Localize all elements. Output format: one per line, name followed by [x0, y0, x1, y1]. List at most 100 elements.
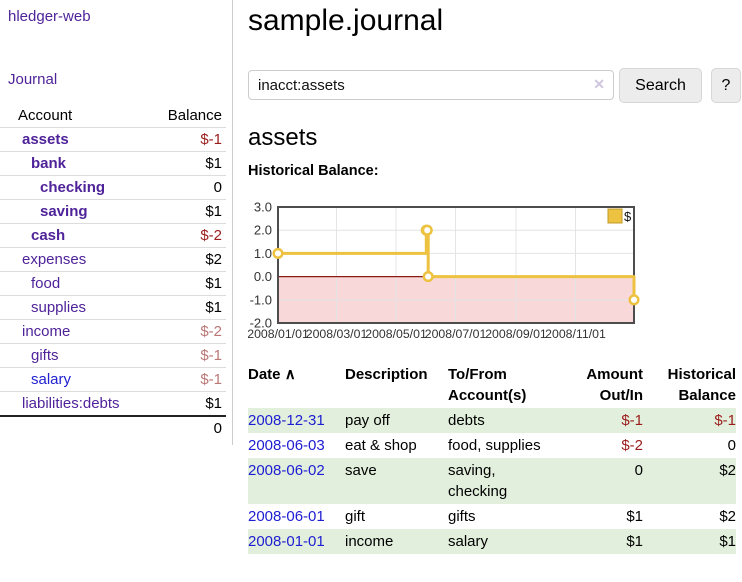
account-balance: $-1 [151, 367, 226, 392]
search-form: ✕ [248, 70, 614, 100]
transaction-balance: $1 [643, 529, 736, 554]
svg-text:3.0: 3.0 [254, 200, 272, 215]
register-row: 2008-06-02 save saving, checking 0 $2 [248, 458, 736, 504]
svg-text:2008/11/01: 2008/11/01 [545, 327, 606, 341]
account-link-expenses[interactable]: expenses [22, 251, 87, 268]
accounts-header-account: Account [0, 104, 152, 128]
account-link-bank[interactable]: bank [31, 155, 67, 172]
account-row: checking 0 [0, 175, 226, 200]
transaction-date-link[interactable]: 2008-01-01 [248, 533, 325, 550]
account-balance: $1 [151, 271, 226, 296]
sidebar-item-journal[interactable]: Journal [8, 71, 58, 88]
account-row: income $-2 [0, 319, 226, 344]
transaction-date-link[interactable]: 2008-06-01 [248, 508, 325, 525]
account-balance: $-1 [151, 127, 226, 152]
account-row: expenses $2 [0, 247, 226, 272]
account-balance: $-2 [151, 223, 226, 248]
account-link-assets[interactable]: assets [22, 131, 69, 148]
transaction-description: income [345, 529, 448, 554]
account-row: salary $-1 [0, 367, 226, 392]
clear-search-icon[interactable]: ✕ [593, 76, 605, 92]
account-row: liabilities:debts $1 [0, 391, 226, 417]
account-link-food[interactable]: food [31, 275, 61, 292]
transaction-description: pay off [345, 408, 448, 433]
transaction-amount: $1 [626, 508, 643, 525]
transaction-description: save [345, 458, 448, 504]
transaction-description: gift [345, 508, 366, 525]
transaction-amount: $-1 [556, 408, 643, 433]
accounts-header-row: Account Balance [0, 104, 226, 128]
register-row: 2008-01-01 income salary $1 $1 [248, 529, 736, 554]
register-header-accounts: To/From Account(s) [448, 366, 527, 404]
chart-heading: Historical Balance: [248, 163, 379, 179]
transaction-accounts: debts [448, 408, 556, 433]
account-row: bank $1 [0, 151, 226, 176]
register-header-date[interactable]: Date ∧ [248, 366, 296, 383]
transaction-date-link[interactable]: 2008-06-02 [248, 462, 325, 479]
transaction-amount: $-2 [621, 437, 643, 454]
transaction-balance: $-1 [643, 408, 736, 433]
account-link-checking[interactable]: checking [40, 179, 106, 196]
account-row: cash $-2 [0, 223, 226, 248]
svg-text:-1.0: -1.0 [250, 292, 272, 307]
account-balance: $1 [151, 199, 226, 224]
help-button[interactable]: ? [711, 68, 741, 103]
transaction-description: eat & shop [345, 437, 417, 454]
account-balance: $2 [151, 247, 226, 272]
account-row: saving $1 [0, 199, 226, 224]
account-balance: $-1 [151, 343, 226, 368]
transaction-accounts: food, supplies [448, 437, 541, 454]
account-heading: assets [248, 124, 318, 151]
transaction-date-link[interactable]: 2008-06-03 [248, 437, 325, 454]
register-header-balance: Historical Balance [667, 366, 736, 404]
page-title: sample.journal [248, 4, 444, 37]
account-link-liabilities-debts[interactable]: liabilities:debts [22, 395, 120, 412]
svg-text:1.0: 1.0 [254, 246, 272, 261]
transaction-accounts: salary [448, 529, 556, 554]
account-link-saving[interactable]: saving [40, 203, 88, 220]
svg-text:2008/07/01: 2008/07/01 [425, 327, 487, 341]
register-row: 2008-06-01 gift gifts $1 $2 [248, 504, 736, 529]
svg-text:2008/09/01: 2008/09/01 [485, 327, 547, 341]
svg-text:2.0: 2.0 [254, 223, 272, 238]
transaction-accounts: gifts [448, 508, 476, 525]
main-content: sample.journal ✕ Search ? assets Histori… [248, 0, 742, 582]
account-row: gifts $-1 [0, 343, 226, 368]
svg-text:2008/01/01: 2008/01/01 [248, 327, 309, 341]
account-balance: $-2 [151, 319, 226, 344]
account-link-cash[interactable]: cash [31, 227, 66, 244]
svg-text:$: $ [624, 209, 632, 224]
register-header-amount: Amount Out/In [586, 366, 643, 404]
svg-text:0.0: 0.0 [254, 269, 272, 284]
account-link-gifts[interactable]: gifts [31, 347, 59, 364]
account-link-salary[interactable]: salary [31, 371, 72, 388]
search-button[interactable]: Search [619, 68, 702, 103]
transaction-accounts: saving, checking [448, 458, 556, 504]
transaction-amount: 0 [556, 458, 643, 504]
register-table: Date ∧ Description To/From Account(s) Am… [248, 362, 736, 554]
search-input[interactable] [248, 70, 614, 100]
transaction-amount: $1 [556, 529, 643, 554]
transaction-balance: 0 [727, 437, 736, 454]
account-row: supplies $1 [0, 295, 226, 320]
account-row: food $1 [0, 271, 226, 296]
accounts-header-balance: Balance [151, 104, 226, 128]
accounts-total-row: 0 [0, 415, 226, 440]
account-balance: $1 [151, 151, 226, 176]
account-row: assets $-1 [0, 127, 226, 152]
register-header-description: Description [345, 366, 428, 383]
svg-text:-2.0: -2.0 [250, 316, 272, 331]
transaction-balance: $2 [643, 458, 736, 504]
transaction-date-link[interactable]: 2008-12-31 [248, 412, 325, 429]
app-title-link[interactable]: hledger-web [8, 8, 91, 25]
accounts-table: Account Balance assets $-1 bank $1 check… [0, 104, 226, 440]
account-link-supplies[interactable]: supplies [31, 299, 87, 316]
account-link-income[interactable]: income [22, 323, 71, 340]
account-balance: 0 [151, 175, 226, 200]
accounts-total-balance: 0 [151, 415, 226, 440]
sidebar: hledger-web Journal Account Balance asse… [0, 0, 233, 445]
register-row: 2008-12-31 pay off debts $-1 $-1 [248, 408, 736, 433]
sort-ascending-icon: ∧ [284, 366, 296, 383]
historical-balance-chart: $3.0 2.0 1.0 0.0 -1.0 -2.02008/01/012008/03/0… [248, 200, 640, 341]
account-balance: $1 [151, 391, 226, 417]
